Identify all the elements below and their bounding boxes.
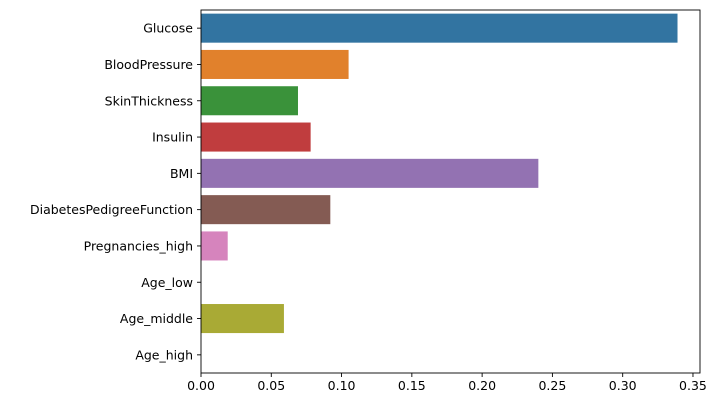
bar-glucose [201, 13, 678, 43]
x-tick-label-2: 0.10 [328, 378, 356, 393]
bar-age-middle [201, 304, 284, 334]
y-tick-label-bloodpressure: BloodPressure [104, 57, 193, 72]
bar-bloodpressure [201, 49, 349, 79]
bar-diabetespedigreefunction [201, 195, 331, 225]
y-tick-label-age-low: Age_low [141, 275, 193, 290]
x-axis: 0.00 0.05 0.10 0.15 0.20 0.25 0.30 0.35 [187, 373, 707, 393]
x-tick-label-1: 0.05 [257, 378, 285, 393]
x-tick-label-5: 0.25 [538, 378, 566, 393]
y-tick-label-skinthickness: SkinThickness [105, 93, 193, 108]
x-tick-label-4: 0.20 [468, 378, 496, 393]
y-tick-label-pregnancies-high: Pregnancies_high [84, 238, 193, 253]
x-tick-label-6: 0.30 [609, 378, 637, 393]
y-axis: Glucose BloodPressure SkinThickness Insulin… [30, 21, 201, 362]
y-tick-label-bmi: BMI [170, 166, 193, 181]
x-tick-label-3: 0.15 [398, 378, 426, 393]
bar-bmi [201, 158, 539, 188]
y-tick-label-diabetespedigreefunction: DiabetesPedigreeFunction [30, 202, 193, 217]
y-tick-label-glucose: Glucose [143, 21, 193, 36]
plot-frame [200, 9, 701, 374]
x-tick-label-7: 0.35 [679, 378, 707, 393]
bar-pregnancies-high [201, 231, 228, 261]
y-tick-label-age-high: Age_high [135, 347, 193, 362]
y-tick-label-age-middle: Age_middle [120, 311, 193, 326]
bars-group [201, 13, 678, 334]
bar-insulin [201, 122, 311, 152]
bar-skinthickness [201, 86, 298, 116]
x-tick-label-0: 0.00 [187, 378, 215, 393]
y-tick-label-insulin: Insulin [152, 130, 193, 145]
